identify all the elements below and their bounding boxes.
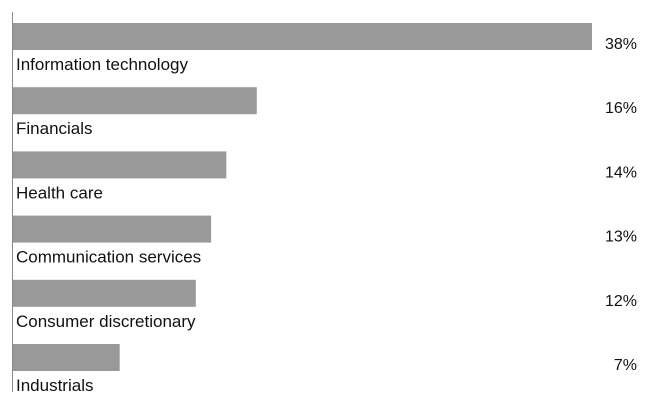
bars-group: 38% Information technology 16% Financials 14… bbox=[13, 23, 637, 395]
bar bbox=[13, 279, 196, 307]
bar-value-label: 12% bbox=[605, 293, 637, 310]
category-label: Health care bbox=[16, 183, 103, 202]
bar-value-label: 16% bbox=[605, 100, 637, 117]
bar bbox=[13, 215, 212, 243]
bar bbox=[13, 87, 257, 115]
category-label: Financials bbox=[16, 119, 93, 138]
bar bbox=[13, 344, 120, 371]
bar-value-label: 14% bbox=[605, 164, 637, 181]
bar-value-label: 7% bbox=[614, 357, 637, 374]
category-label: Consumer discretionary bbox=[16, 312, 196, 331]
bar-value-label: 13% bbox=[605, 229, 637, 246]
category-label: Communication services bbox=[16, 248, 201, 267]
bar bbox=[13, 151, 227, 179]
bar bbox=[13, 23, 592, 50]
category-label: Industrials bbox=[16, 376, 93, 395]
category-label: Information technology bbox=[16, 55, 188, 74]
bar-value-label: 38% bbox=[605, 36, 637, 53]
